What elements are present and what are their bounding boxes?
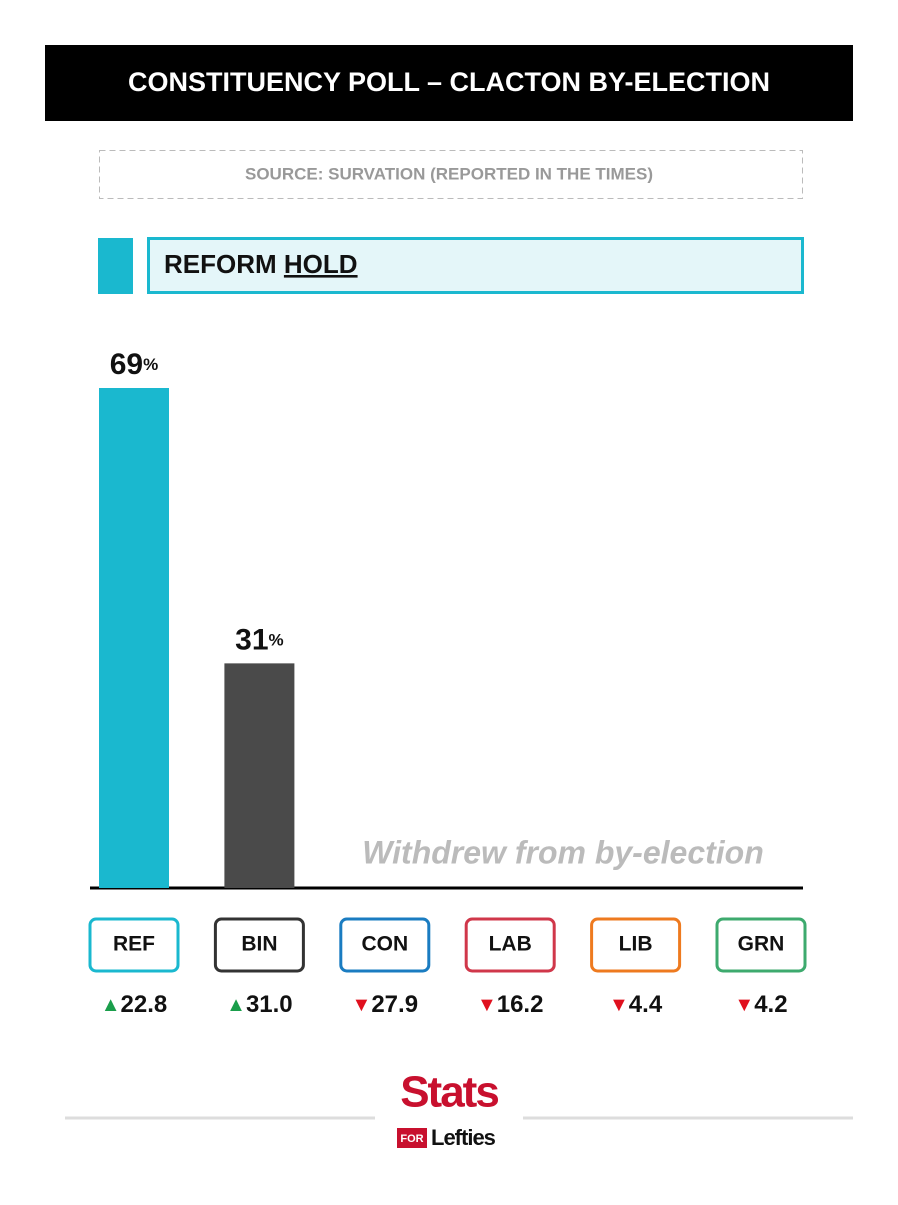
change-arrow: ▲ — [101, 994, 121, 1016]
category-box — [464, 917, 556, 973]
value-number: 31 — [235, 623, 268, 656]
change-arrow: ▼ — [734, 994, 754, 1016]
change-number: 4.4 — [629, 991, 663, 1018]
change-number: 16.2 — [497, 991, 544, 1018]
category-box — [339, 917, 431, 973]
logo-top: Stats — [400, 1068, 498, 1117]
bar — [99, 388, 169, 888]
value-unit: % — [269, 631, 284, 650]
x-tick-label: GRN — [738, 933, 785, 956]
logo-for: FOR — [400, 1133, 423, 1145]
x-tick-label: BIN — [241, 933, 277, 956]
headline-marker — [98, 238, 133, 294]
headline-party: REFORM — [164, 249, 277, 279]
change-number: 4.2 — [754, 991, 787, 1018]
change-arrow: ▲ — [226, 994, 246, 1016]
value-unit: % — [143, 355, 158, 374]
change-number: 27.9 — [371, 991, 418, 1018]
x-tick-label: LIB — [619, 933, 653, 956]
x-tick-label: LAB — [489, 933, 532, 956]
x-tick-label: CON — [361, 933, 408, 956]
source-box — [99, 150, 803, 199]
change-number: 22.8 — [121, 991, 168, 1018]
change-number: 31.0 — [246, 991, 293, 1018]
logo-badge — [397, 1128, 427, 1148]
category-box — [715, 917, 807, 973]
value-label: 31% — [235, 623, 284, 656]
chart-title: CONSTITUENCY POLL – CLACTON BY-ELECTION — [128, 67, 770, 97]
x-tick-label: REF — [113, 933, 155, 956]
category-box — [213, 917, 305, 973]
change-label: ▼4.4 — [609, 991, 663, 1018]
category-box — [590, 917, 682, 973]
header-bar — [45, 45, 853, 121]
value-number: 69 — [110, 348, 143, 381]
change-arrow: ▼ — [352, 994, 372, 1016]
chart-subtitle: SOURCE: SURVATION (REPORTED IN THE TIMES… — [245, 164, 653, 183]
change-label: ▲31.0 — [226, 991, 293, 1018]
headline-box — [147, 237, 804, 294]
change-label: ▼16.2 — [477, 991, 544, 1018]
change-label: ▲22.8 — [101, 991, 168, 1018]
change-label: ▼27.9 — [352, 991, 419, 1018]
category-box — [88, 917, 180, 973]
headline: REFORM HOLD — [164, 249, 358, 279]
logo-bottom: Lefties — [431, 1125, 496, 1150]
change-label: ▼4.2 — [734, 991, 787, 1018]
change-arrow: ▼ — [477, 994, 497, 1016]
annotation: Withdrew from by-election — [362, 834, 764, 870]
bar — [224, 663, 295, 888]
change-arrow: ▼ — [609, 994, 629, 1016]
value-label: 69% — [110, 348, 159, 381]
headline-result: HOLD — [284, 249, 358, 279]
